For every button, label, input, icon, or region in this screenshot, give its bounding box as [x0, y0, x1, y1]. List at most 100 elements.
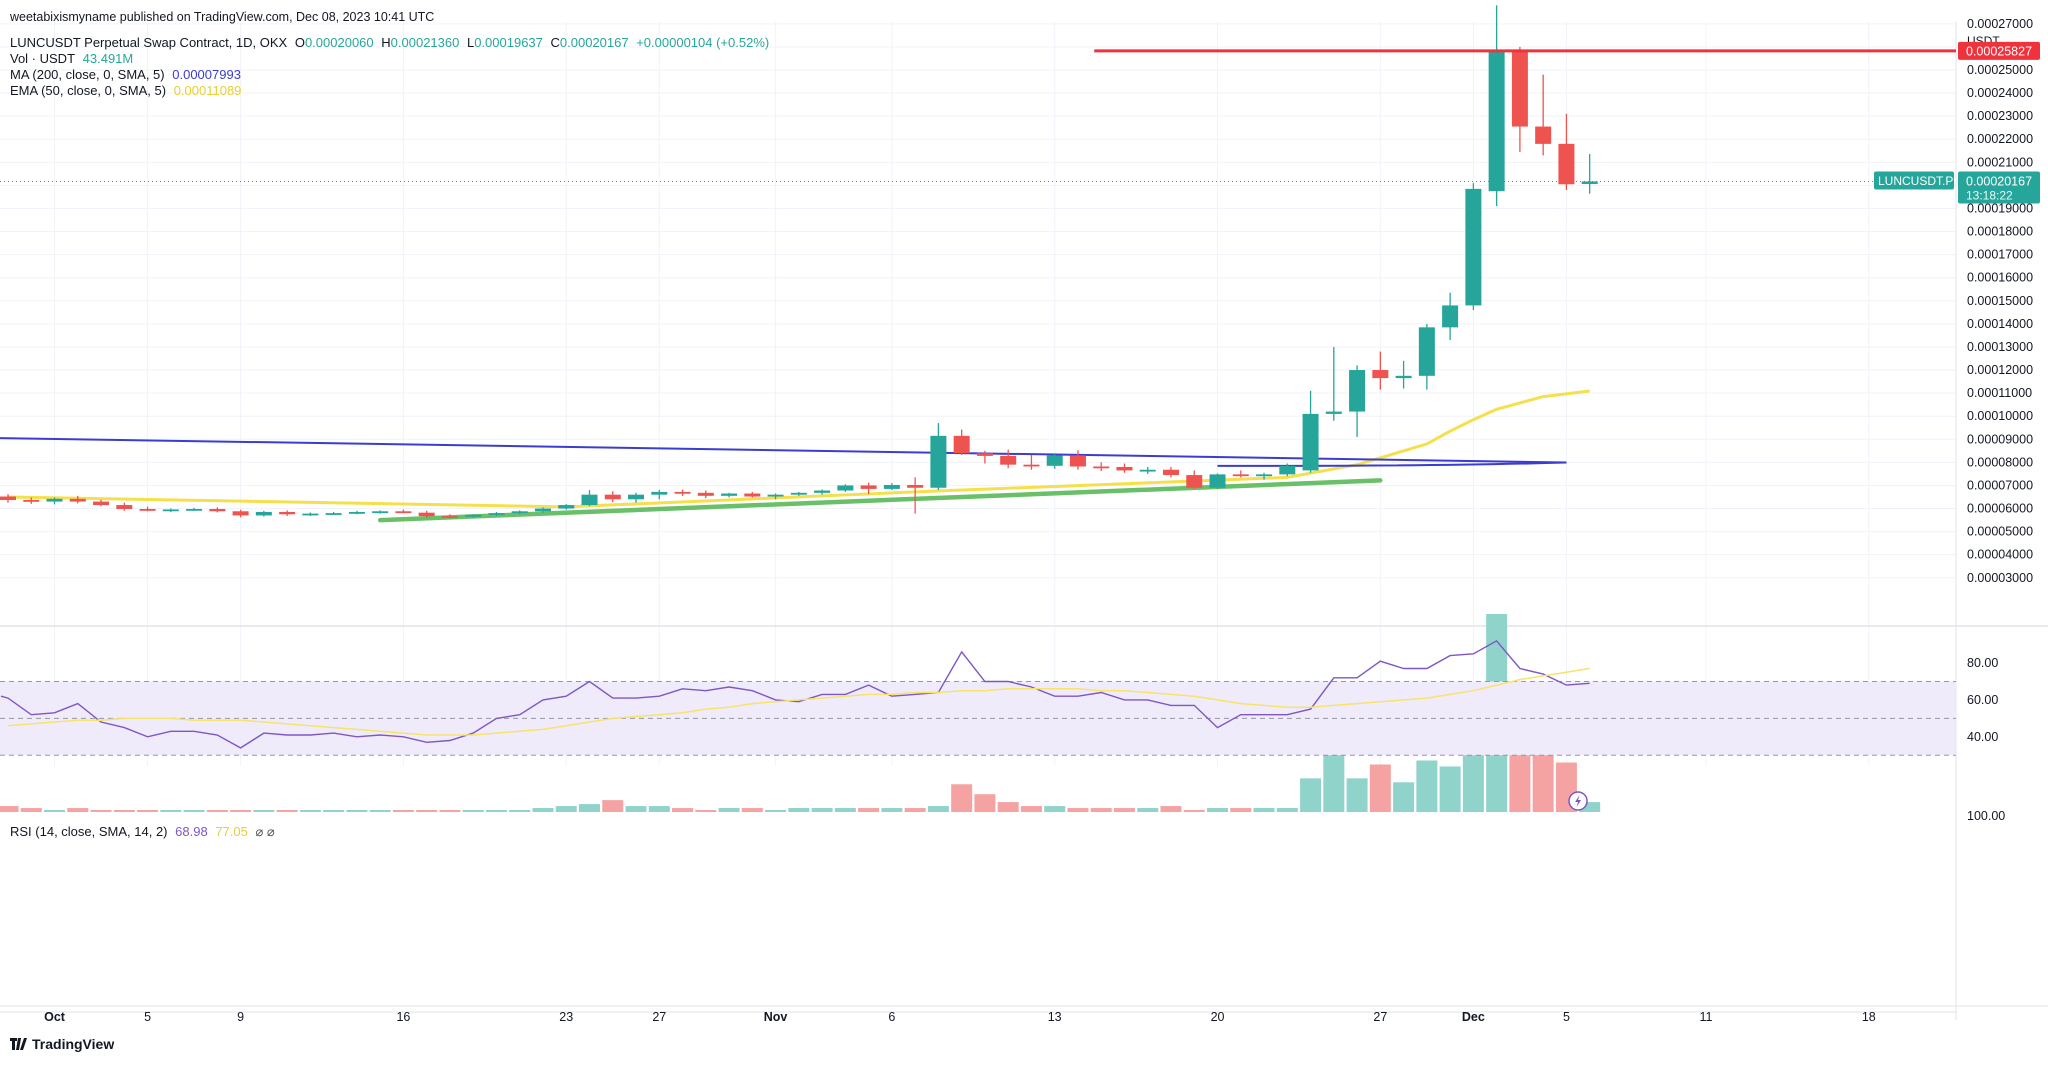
candle-body — [674, 491, 691, 494]
candle-body — [1209, 474, 1226, 488]
rsi-settings-icons[interactable]: ⌀ ⌀ — [255, 824, 275, 839]
candle-body — [1232, 474, 1249, 477]
rsi-tick-label: 80.00 — [1967, 656, 1998, 670]
volume-bar — [532, 808, 554, 812]
volume-bar — [20, 808, 42, 812]
candle-body — [1372, 370, 1389, 379]
candle-body — [1511, 51, 1528, 127]
tradingview-logo[interactable]: TradingView — [10, 1036, 114, 1052]
candle-body — [534, 508, 551, 512]
price-tick-label: 0.00021000 — [1967, 155, 2033, 169]
volume-bar — [881, 808, 903, 812]
candle-body — [697, 492, 714, 496]
volume-bar — [741, 808, 763, 812]
published-caption: weetabixismyname published on TradingVie… — [10, 10, 435, 24]
candle-series — [0, 5, 1598, 519]
legend-ma[interactable]: MA (200, close, 0, SMA, 5) 0.00007993 — [10, 67, 245, 83]
volume-bar — [1090, 808, 1112, 812]
candle-body — [837, 485, 854, 491]
bar-countdown: 13:18:22 — [1966, 188, 2013, 202]
volume-bar — [439, 810, 461, 812]
volume-bar — [765, 810, 787, 812]
volume-bar — [67, 808, 89, 812]
time-tick-label: 27 — [652, 1010, 666, 1024]
legend-rsi[interactable]: RSI (14, close, SMA, 14, 2) 68.98 77.05 … — [10, 824, 279, 840]
candle-body — [860, 485, 877, 489]
candle-body — [441, 516, 458, 518]
volume-bar — [858, 808, 880, 812]
volume-bar — [1183, 810, 1205, 812]
volume-bar — [230, 810, 252, 812]
ema-label: EMA (50, close, 0, SMA, 5) — [10, 83, 167, 98]
candle-body — [1488, 51, 1505, 192]
rsi-axis[interactable]: 100.00 80.00 60.00 40.00 — [1967, 656, 2005, 823]
volume-bar — [113, 810, 135, 812]
ma-value: 0.00007993 — [172, 67, 241, 82]
price-tick-label: 0.00009000 — [1967, 432, 2033, 446]
ma200-line — [0, 437, 1567, 464]
price-tick-label: 0.00004000 — [1967, 548, 2033, 562]
time-tick-label: 23 — [559, 1010, 573, 1024]
flash-icon[interactable] — [1568, 791, 1588, 811]
ma200-line-tail — [1217, 461, 1567, 467]
volume-bar — [1253, 808, 1275, 812]
tradingview-logo-icon — [10, 1038, 27, 1050]
volume-bar — [648, 806, 670, 812]
candle-body — [418, 512, 435, 517]
time-tick-label: 20 — [1211, 1010, 1225, 1024]
candle-body — [1325, 411, 1342, 414]
ohlc-close-key: C — [550, 35, 560, 50]
volume-bar — [1137, 808, 1159, 812]
volume-bar — [904, 808, 926, 812]
candle-body — [558, 505, 575, 509]
price-tick-label: 0.00011000 — [1967, 386, 2032, 400]
price-tick-label: 0.00022000 — [1967, 132, 2033, 146]
price-axis[interactable]: USDT0.000270000.000250000.000240000.0002… — [1874, 17, 2040, 585]
volume-bar — [253, 810, 275, 812]
volume-bar — [1207, 808, 1229, 812]
volume-bar — [276, 810, 298, 812]
volume-bar — [1439, 766, 1461, 812]
candle-body — [1093, 466, 1110, 469]
rsi-ma-value: 77.05 — [215, 824, 248, 839]
candle-body — [976, 453, 993, 456]
candle-body — [1139, 469, 1156, 472]
candle-body — [721, 493, 738, 496]
legend-volume[interactable]: Vol · USDT 43.491M — [10, 51, 137, 67]
volume-bar — [1276, 808, 1298, 812]
volume-bar — [44, 810, 66, 812]
candle-body — [348, 511, 365, 514]
candle-body — [744, 493, 761, 497]
candle-body — [953, 435, 970, 454]
time-tick-label: Dec — [1462, 1010, 1485, 1024]
candle-body — [1418, 327, 1435, 376]
volume-bar — [1579, 802, 1601, 812]
rsi-band — [0, 681, 1956, 756]
volume-bar — [997, 802, 1019, 812]
time-tick-label: 18 — [1862, 1010, 1876, 1024]
candle-body — [1069, 455, 1086, 467]
candle-body — [1186, 475, 1203, 488]
price-tick-label: 0.00015000 — [1967, 294, 2033, 308]
time-axis[interactable]: Oct 5 9 16 23 27 Nov 6 13 20 27 Dec 5 11 18 — [44, 1010, 1876, 1024]
volume-bar — [1067, 808, 1089, 812]
price-tick-label: 0.00018000 — [1967, 225, 2033, 239]
ohlc-high: H0.00021360 — [381, 35, 459, 50]
rsi-tick-label: 60.00 — [1967, 693, 1998, 707]
candle-body — [69, 498, 86, 502]
candle-body — [1395, 375, 1412, 379]
time-tick-label: 5 — [1563, 1010, 1570, 1024]
legend-ema[interactable]: EMA (50, close, 0, SMA, 5) 0.00011089 — [10, 83, 245, 99]
candle-body — [907, 484, 924, 488]
price-tick-label: 0.00019000 — [1967, 201, 2033, 215]
rsi-tick-label: 100.00 — [1967, 809, 2005, 823]
candle-body — [255, 511, 272, 516]
candle-body — [139, 508, 156, 511]
flash-icon-glyph — [1575, 795, 1582, 807]
candle-body — [767, 494, 784, 497]
symbol-tag — [1874, 171, 1954, 190]
volume-bar — [811, 808, 833, 812]
volume-bar — [485, 810, 507, 812]
